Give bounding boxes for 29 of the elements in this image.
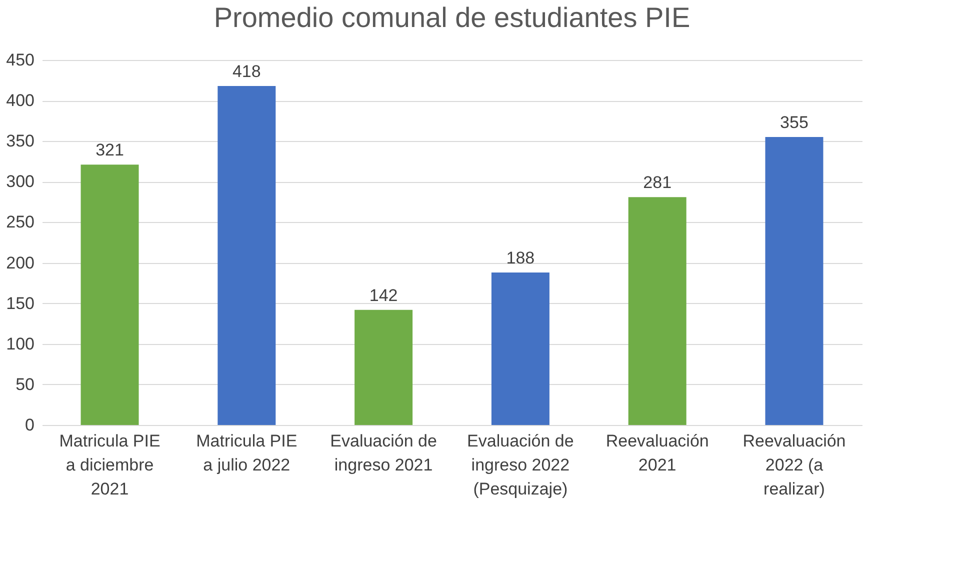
bar (491, 272, 550, 425)
data-label: 418 (232, 62, 261, 81)
chart-title: Promedio comunal de estudiantes PIE (214, 2, 690, 33)
data-label: 321 (96, 140, 124, 160)
bar (80, 164, 139, 425)
data-label: 188 (506, 248, 535, 268)
y-tick-label: 50 (16, 374, 34, 394)
y-tick-label: 250 (6, 212, 34, 232)
x-tick-label: Evaluación de ingreso 2021 (330, 432, 437, 474)
x-tick-label: Matricula PIE a diciembre 2021 (59, 432, 160, 498)
data-label: 355 (780, 113, 808, 132)
y-tick-label: 150 (6, 294, 34, 313)
data-label: 281 (643, 173, 672, 192)
bar (354, 310, 413, 425)
bar (628, 197, 686, 425)
x-tick-label: Evaluación de ingreso 2022 (Pesquizaje) (467, 432, 574, 498)
y-tick-label: 200 (6, 253, 34, 272)
data-label: 142 (369, 286, 398, 305)
y-tick-label: 450 (6, 50, 34, 70)
y-tick-label: 300 (6, 172, 34, 192)
y-tick-label: 400 (6, 91, 34, 110)
y-tick-label: 0 (25, 416, 34, 434)
y-tick-label: 100 (6, 334, 34, 354)
x-tick-label: Matricula PIE a julio 2022 (196, 432, 298, 474)
y-tick-label: 350 (6, 132, 34, 151)
x-tick-label: Reevaluación 2021 (606, 432, 709, 474)
x-tick-label: Reevaluación 2022 (a realizar) (742, 432, 846, 498)
bar (765, 137, 824, 425)
bar (218, 86, 276, 425)
